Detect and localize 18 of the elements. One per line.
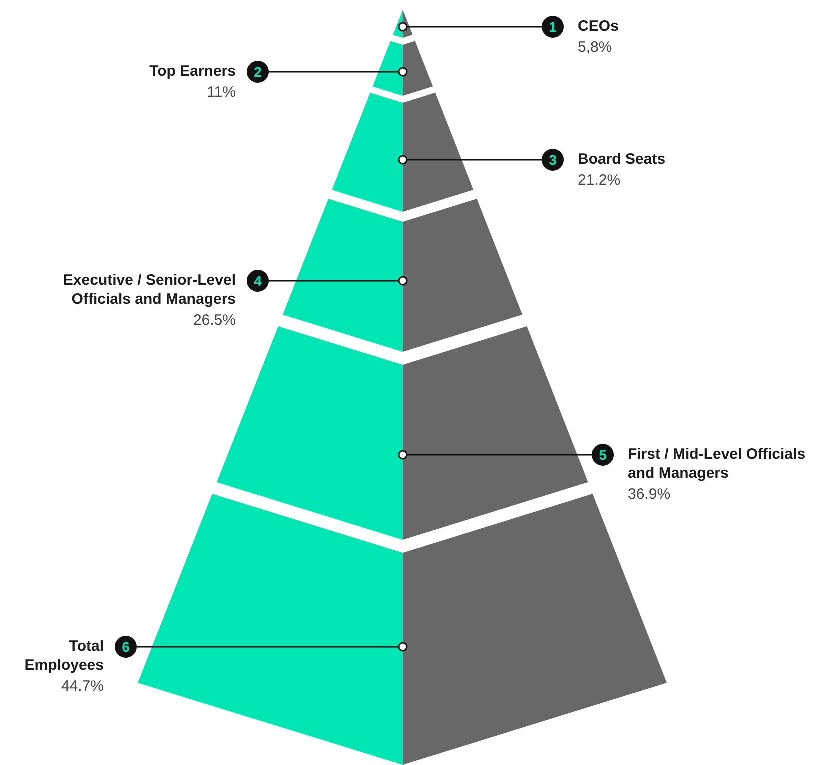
text: 2 (254, 64, 262, 80)
category-label: CEOs (578, 17, 620, 36)
text: 1 (549, 19, 558, 35)
text: 5 (599, 447, 608, 463)
text: 6 (122, 639, 130, 655)
category-label: Board Seats (578, 150, 667, 169)
category-label: Top Earners (148, 62, 236, 81)
text: 3 (549, 152, 558, 168)
data-label: 36.9% (628, 485, 672, 504)
category-label: First / Mid-Level Officials and Managers (628, 445, 807, 483)
text: 4 (254, 273, 262, 289)
category-label: Total Employees (24, 637, 104, 675)
data-label: 26.5% (192, 311, 236, 330)
data-label: 5,8% (578, 38, 614, 57)
data-label: 44.7% (60, 677, 104, 696)
data-label: 21.2% (578, 171, 622, 190)
data-label: 11% (206, 83, 236, 102)
category-label: Executive / Senior-Level Officials and Managers (62, 271, 236, 309)
